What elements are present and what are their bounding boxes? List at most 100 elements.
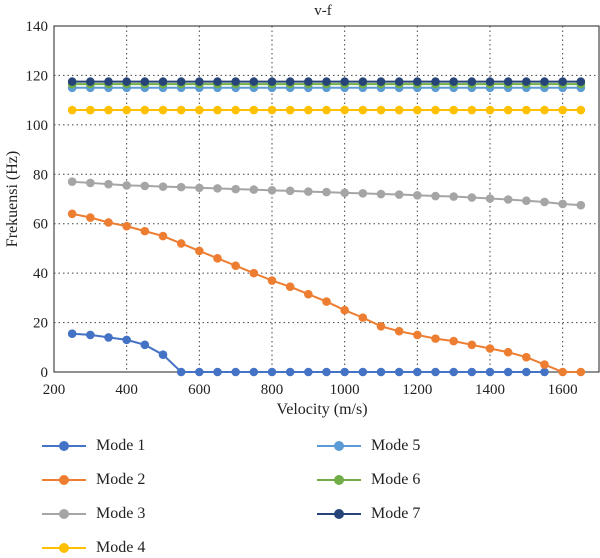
data-point [467,340,477,350]
data-point [558,105,567,115]
data-point [195,77,204,86]
legend-item-mode-4: Mode 4 [40,538,145,558]
data-point [522,196,531,206]
legend-item-mode-5: Mode 5 [315,436,420,456]
data-point [503,367,513,377]
x-tick-label: 200 [43,382,66,398]
data-point [86,213,95,222]
data-point [358,105,368,115]
x-tick-label: 1600 [548,382,578,398]
series-layer [67,77,586,377]
data-point [413,190,422,200]
data-point [104,77,113,86]
data-point [213,184,222,193]
legend-item-mode-7: Mode 7 [315,504,420,524]
data-point [467,105,477,115]
data-point [140,77,150,86]
series-mode-7 [67,77,586,86]
data-point [285,186,295,196]
data-point [322,77,331,86]
data-point [485,194,495,203]
legend-label: Mode 7 [371,505,421,522]
data-point [540,77,549,86]
data-point [86,178,95,188]
y-tick-label: 60 [33,217,48,233]
data-point [322,105,331,115]
series-mode-1 [67,329,549,377]
data-point [522,367,531,377]
data-point [485,77,495,86]
data-point [485,105,495,115]
legend-swatch [317,509,361,519]
data-point [104,105,113,115]
x-axis-label: Velocity (m/s) [276,401,367,418]
data-point [213,367,222,377]
data-point [376,105,386,115]
data-point [231,184,240,194]
x-tick-label: 1400 [475,382,505,398]
legend-label: Mode 6 [371,471,421,488]
data-point [122,105,131,115]
data-point [267,105,277,115]
data-point [304,367,313,377]
y-tick-label: 120 [26,68,49,84]
y-tick-label: 80 [33,167,48,183]
data-point [358,313,368,322]
legend-item-mode-3: Mode 3 [40,504,145,524]
data-point [540,105,549,115]
data-point [267,276,277,285]
data-point [540,360,549,369]
data-point [304,105,313,115]
data-point [104,218,113,227]
data-point [522,77,531,86]
data-point [322,367,331,377]
legend-label: Mode 2 [96,471,146,488]
data-point [285,105,295,115]
data-point [122,335,131,345]
legend-swatch [42,509,86,519]
data-point [195,183,204,193]
data-point [122,221,131,231]
data-point [213,105,222,115]
y-axis-label: Frekuensi (Hz) [4,151,21,247]
data-point [576,77,586,86]
data-point [304,77,313,86]
legend-item-mode-2: Mode 2 [40,470,145,490]
data-point [558,199,567,209]
data-point [449,105,458,115]
x-tick-label: 800 [261,382,284,398]
data-point [249,367,259,377]
data-point [376,321,386,331]
data-point [485,344,495,353]
x-tick-label: 600 [188,382,211,398]
data-point [449,367,458,377]
legend-label: Mode 1 [96,437,146,454]
data-point [304,187,313,196]
data-point [558,77,567,86]
data-point [176,239,186,248]
data-point [104,179,113,189]
data-point [540,367,549,377]
data-point [467,367,477,377]
data-point [413,330,422,340]
y-tick-label: 40 [33,266,48,282]
data-point [122,77,131,86]
data-point [376,189,386,199]
data-point [503,195,513,204]
legend-item-mode-1: Mode 1 [40,436,145,456]
data-point [540,197,549,207]
data-point [158,231,168,241]
data-point [431,334,440,343]
data-point [104,333,113,342]
y-tick-label: 20 [33,316,48,332]
series-mode-2 [67,209,586,377]
data-point [358,189,368,198]
data-point [503,105,513,115]
data-point [322,187,331,197]
data-point [195,105,204,115]
data-point [249,105,259,115]
data-point [340,305,349,315]
legend-swatch [42,441,86,451]
data-point [358,77,368,86]
chart-title: v-f [314,3,332,19]
